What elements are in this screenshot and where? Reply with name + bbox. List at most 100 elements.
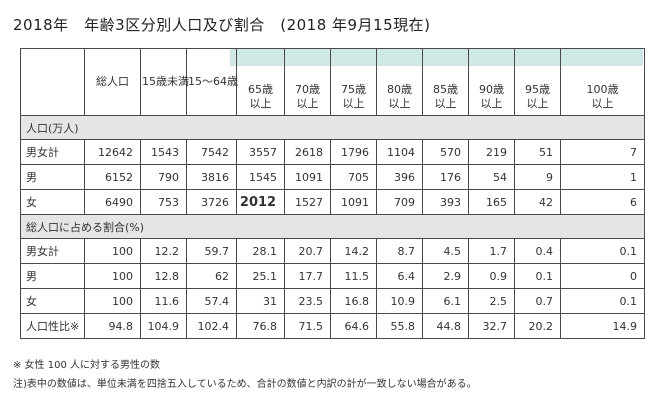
section-row-ratio: 総人口に占める割合(%) [20,214,645,239]
table-cell: 7 [560,139,645,165]
row-label: 男 [20,164,85,190]
table-cell: 2.5 [468,288,515,314]
table-cell: 102.4 [186,313,237,339]
header-cell: 100歳 以上 [560,48,645,116]
table-cell: 62 [186,263,237,289]
table-cell: 2618 [284,139,331,165]
table-cell: 7542 [186,139,237,165]
row-label: 男女計 [20,139,85,165]
table-cell: 12.2 [140,238,187,264]
table-cell: 42 [514,189,561,215]
header-cell: 75歳 以上 [330,48,377,116]
table-cell: 16.8 [330,288,377,314]
table-cell: 9 [514,164,561,190]
table-cell: 20.7 [284,238,331,264]
header-cell [20,48,85,116]
table-cell: 1796 [330,139,377,165]
table-row: 女 100 11.6 57.4 31 23.5 16.8 10.9 6.1 2.5 0.7 0.1 [20,288,645,314]
table-cell: 396 [376,164,423,190]
table-cell: 6.4 [376,263,423,289]
table-cell: 0.1 [560,288,645,314]
table-cell: 6152 [84,164,141,190]
table-cell: 2.9 [422,263,469,289]
table-cell: 54 [468,164,515,190]
header-row: 総人口 15歳未満 15～64歳 65歳 以上 70歳 以上 75歳 以上 80歳 以上 85歳 以上 9… [20,48,645,116]
header-cell: 95歳 以上 [514,48,561,116]
table-cell: 6 [560,189,645,215]
table-cell: 0.7 [514,288,561,314]
table-cell: 176 [422,164,469,190]
table-cell: 55.8 [376,313,423,339]
table-cell: 14.2 [330,238,377,264]
table-cell: 71.5 [284,313,331,339]
header-cell: 15～64歳 [186,48,238,116]
table-cell: 0 [560,263,645,289]
footnote-sex-ratio: ※ 女性 100 人に対する男性の数 [13,360,161,371]
header-cell: 70歳 以上 [284,48,331,116]
table-cell: 76.8 [236,313,285,339]
table-cell: 10.9 [376,288,423,314]
table-cell: 3726 [186,189,237,215]
table-row: 男 6152 790 3816 1545 1091 705 396 176 54 9 1 [20,164,645,190]
table-cell: 8.7 [376,238,423,264]
table-cell: 23.5 [284,288,331,314]
population-table: 総人口 15歳未満 15～64歳 65歳 以上 70歳 以上 75歳 以上 80歳 以上 85歳 以上 9… [20,48,645,339]
table-cell: 64.6 [330,313,377,339]
row-label: 女 [20,288,85,314]
table-cell: 0.9 [468,263,515,289]
table-cell: 51 [514,139,561,165]
table-title: 2018年 年齢3区分別人口及び割合 (2018 年9月15現在) [13,16,431,34]
table-cell: 100 [84,263,141,289]
footnote-rounding: 注)表中の数値は、単位未満を四捨五入しているため、合計の数値と内訳の計が一致しな… [13,379,477,390]
header-cell: 15歳未満 [140,48,189,116]
table-cell: 753 [140,189,187,215]
table-cell: 219 [468,139,515,165]
table-cell: 94.8 [84,313,141,339]
table-cell: 31 [236,288,285,314]
table-cell: 165 [468,189,515,215]
table-cell: 0.4 [514,238,561,264]
table-cell: 100 [84,238,141,264]
table-cell: 6490 [84,189,141,215]
table-cell: 1091 [284,164,331,190]
section-label-ratio: 総人口に占める割合(%) [20,214,645,239]
table-cell: 1091 [330,189,377,215]
table-cell: 1545 [236,164,285,190]
table-cell: 0.1 [514,263,561,289]
table-cell: 0.1 [560,238,645,264]
highlighted-cell: 2012 [236,189,285,215]
table-row: 人口性比※ 94.8 104.9 102.4 76.8 71.5 64.6 55.8 44.8 3… [20,313,645,339]
row-label: 男女計 [20,238,85,264]
table-cell: 59.7 [186,238,237,264]
table-cell: 11.6 [140,288,187,314]
table-cell: 57.4 [186,288,237,314]
table-row: 男 100 12.8 62 25.1 17.7 11.5 6.4 2.9 0.9 0.1 0 [20,263,645,289]
section-row-population: 人口(万人) [20,115,645,140]
row-label: 女 [20,189,85,215]
table-cell: 44.8 [422,313,469,339]
table-cell: 14.9 [560,313,645,339]
header-cell: 85歳 以上 [422,48,469,116]
table-cell: 20.2 [514,313,561,339]
header-cell: 90歳 以上 [468,48,515,116]
table-cell: 4.5 [422,238,469,264]
table-cell: 12.8 [140,263,187,289]
table-cell: 32.7 [468,313,515,339]
table-cell: 709 [376,189,423,215]
row-label: 人口性比※ [20,313,85,339]
table-cell: 3816 [186,164,237,190]
table-cell: 1.7 [468,238,515,264]
table-cell: 1104 [376,139,423,165]
table-row: 女 6490 753 3726 2012 1527 1091 709 393 165 42 6 [20,189,645,215]
table-cell: 6.1 [422,288,469,314]
table-cell: 11.5 [330,263,377,289]
table-cell: 790 [140,164,187,190]
table-cell: 28.1 [236,238,285,264]
table-cell: 104.9 [140,313,187,339]
header-cell: 65歳 以上 [236,48,285,116]
table-row: 男女計 100 12.2 59.7 28.1 20.7 14.2 8.7 4.5 1.7 0.4 0.… [20,238,645,264]
section-label-population: 人口(万人) [20,115,645,140]
table-cell: 1543 [140,139,187,165]
header-cell: 80歳 以上 [376,48,423,116]
table-cell: 1 [560,164,645,190]
